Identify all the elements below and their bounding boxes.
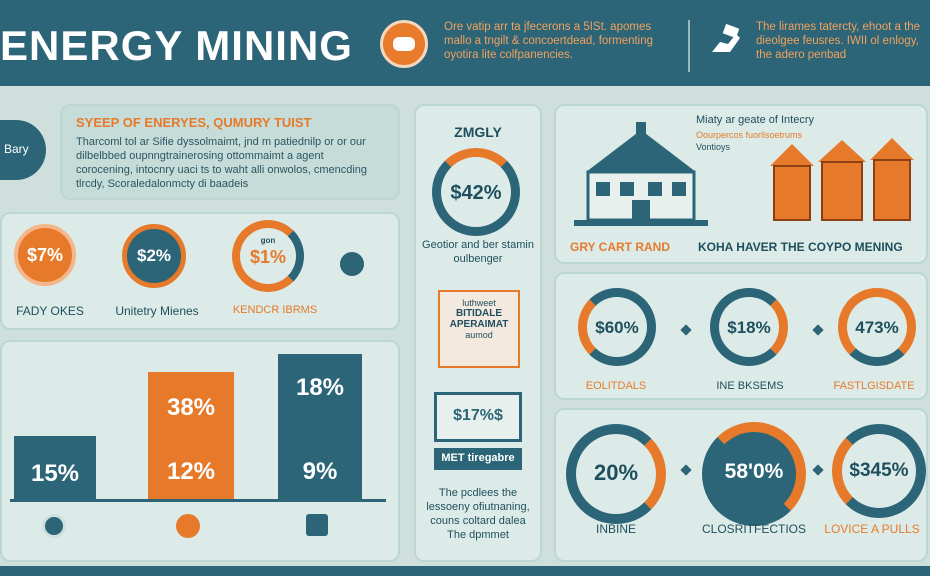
right-bot-label-1: INBINE [595,522,636,536]
middle-heading: ZMGLY [454,124,502,140]
bar-2: 38% 12% [148,372,234,500]
bar-2-top-value: 38% [166,394,216,421]
intro-title: SYEEP OF ENERYES, QUMURY TUIST [76,115,312,130]
intro-panel [60,104,400,200]
right-bot-value-2: 58'0% [724,460,784,483]
right-bot-label-2: CLOSRITFECTIOS [701,522,806,536]
sign-value: $17%$ [453,407,503,424]
header-banner: ENERGY MINING Ore vatip arr ta jfecerons… [0,0,930,86]
houses-row-icon [770,138,914,221]
dollar-coin-icon [42,514,66,538]
school-building-icon [574,122,708,226]
sign-board: $17%$ [434,392,522,442]
stat-tag-3: gon [260,236,276,245]
intro-paragraph: Tharcoml tol ar Sifie dyssolmaimt, jnd m… [76,136,368,190]
stat-value-1: $7% [26,245,64,265]
stat-ring-3 [232,220,304,292]
right-mid-value-2: $18% [727,318,771,337]
right-bot-value-3: $345% [849,460,909,481]
right-bot-ring-1 [566,424,666,524]
coin-stack-icon [380,20,428,68]
stat-label-2: Unitetry Mienes [115,304,199,318]
bar-3-bottom-value: 9% [302,458,338,485]
right-mid-ring-1 [578,288,656,366]
right-top-label-right: KOHA HAVER THE COYPO MENING [698,240,903,254]
document-icon: luthweet BITIDALE APERAIMAT aumod [438,290,520,368]
bar-3: 18% 9% [278,354,362,500]
stat-ring-1 [14,224,76,286]
right-top-label-left: GRY CART RAND [570,240,671,254]
bar-1-value: 15% [30,460,80,487]
footer-band [0,566,930,576]
middle-ring-value: $42% [450,182,502,204]
stat-label-1: FADY OKES [16,304,84,318]
mining-cart-icon [340,252,364,276]
right-mid-value-1: $60% [595,318,639,337]
bary-badge: Bary [0,120,46,180]
bar-3-top-value: 18% [295,374,345,401]
note-line-1: Oourpercos fuorllsoetrums [696,130,803,140]
right-mid-label-1: EOLITDALS [585,380,647,392]
middle-ring [432,148,520,236]
right-mid-label-3: FASTLGISDATE [833,380,915,392]
right-mid-value-3: 473% [855,318,899,337]
stat-value-2: $2% [136,246,172,265]
middle-bottom-text: The pcdlees the lessoeny ofiutnaning, co… [426,487,530,541]
note-title: Miaty ar geate of Intecry [696,114,814,126]
note-line-2: Vontioys [696,142,731,152]
right-bot-value-1: 20% [593,460,639,485]
doc-line-4: aumod [465,330,493,340]
doc-line-3: APERAIMAT [449,319,509,330]
bar-1: 15% [14,436,96,500]
doc-line-1: luthweet [462,298,496,308]
right-bot-label-3: LOVICE A PULLS [824,522,920,536]
middle-ring-caption: Geotior and ber stamin oulbenger [422,239,534,265]
right-bot-ring-3 [832,424,926,518]
doc-line-2: BITIDALE [455,308,503,319]
header-divider [688,20,690,72]
right-mid-ring-2 [710,288,788,366]
stat-label-3: KENDCR IBRMS [232,304,318,316]
stat-ring-2 [122,224,186,288]
page-title: ENERGY MINING [0,22,353,69]
right-mid-label-2: INE BKSEMS [716,380,784,392]
stat-value-3: $1% [249,247,287,267]
hand-money-icon [712,23,740,52]
crate-icon [306,514,328,536]
header-text-left: Ore vatip arr ta jfecerons a 5ISt. apome… [444,21,654,61]
right-bot-ring-2 [702,422,806,526]
header-text-right: The lirames tatercty, ehoot a the dieolg… [756,21,921,61]
bar-2-bottom-value: 12% [166,458,216,485]
orange-gear-icon [176,514,200,538]
sign-label-bar: MET tiregabre [434,448,522,470]
right-mid-ring-3 [838,288,916,366]
bars-baseline [10,499,386,502]
